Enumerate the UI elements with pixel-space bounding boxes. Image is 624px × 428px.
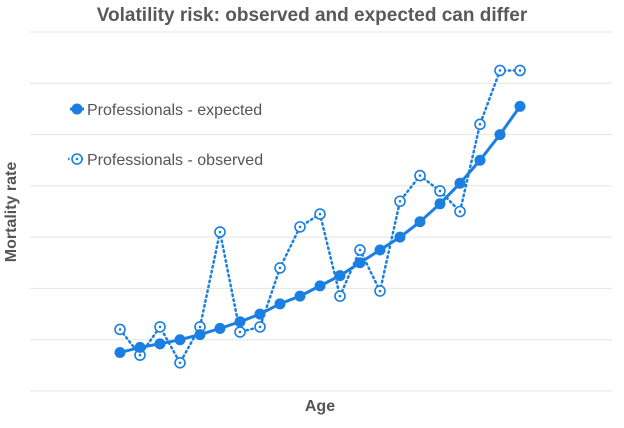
legend: Professionals - expected Professionals -… <box>68 102 263 169</box>
series-line-expected <box>118 104 522 355</box>
data-point-observed-dot <box>238 330 242 334</box>
data-point-expected <box>474 154 486 166</box>
data-point-observed-dot <box>318 212 322 216</box>
data-point-observed-dot <box>158 325 162 329</box>
data-point-expected <box>254 308 266 320</box>
data-point-expected <box>454 177 466 189</box>
series-layer <box>114 64 526 369</box>
data-point-observed-dot <box>298 225 302 229</box>
data-point-expected <box>174 334 186 346</box>
legend-label-observed: Professionals - observed <box>87 152 263 169</box>
data-point-expected <box>394 231 406 243</box>
data-point-observed-dot <box>518 69 522 72</box>
data-point-observed-dot <box>198 325 202 329</box>
data-point-observed-dot <box>498 69 502 72</box>
data-point-observed-dot <box>418 174 422 177</box>
data-point-expected <box>294 290 306 302</box>
data-point-expected <box>134 341 146 353</box>
data-point-expected <box>434 198 446 210</box>
data-point-observed-dot <box>218 230 222 234</box>
data-point-observed-dot <box>398 199 402 203</box>
legend-marker-observed-dot <box>75 157 79 161</box>
data-point-observed-dot <box>458 210 462 213</box>
data-point-expected <box>194 329 206 341</box>
legend-item-expected: Professionals - expected <box>70 102 262 119</box>
data-point-observed-dot <box>478 123 482 126</box>
data-point-observed-dot <box>138 353 142 357</box>
data-point-observed-dot <box>358 248 362 252</box>
data-point-expected <box>514 100 526 112</box>
data-point-observed-dot <box>438 189 442 193</box>
data-point-expected <box>214 322 226 334</box>
data-point-observed-dot <box>118 328 122 331</box>
data-point-expected <box>314 280 326 292</box>
data-point-expected <box>334 270 346 282</box>
data-point-expected <box>154 338 166 350</box>
legend-marker-expected <box>71 103 83 115</box>
legend-item-observed: Professionals - observed <box>68 152 263 169</box>
data-point-observed-dot <box>278 266 282 270</box>
data-point-expected <box>374 244 386 256</box>
data-point-observed-dot <box>258 325 262 329</box>
data-point-expected <box>414 216 426 228</box>
x-axis-label: Age <box>305 398 335 415</box>
data-point-expected <box>354 257 366 269</box>
data-point-expected <box>114 347 126 359</box>
data-point-expected <box>234 316 246 328</box>
legend-label-expected: Professionals - expected <box>87 102 262 119</box>
data-point-observed-dot <box>178 361 182 365</box>
data-point-observed-dot <box>338 294 342 298</box>
data-point-expected <box>274 298 286 310</box>
chart-title: Volatility risk: observed and expected c… <box>96 5 528 26</box>
data-point-observed-dot <box>378 289 382 293</box>
y-axis-label: Mortality rate <box>3 162 20 263</box>
data-point-expected <box>494 129 506 141</box>
